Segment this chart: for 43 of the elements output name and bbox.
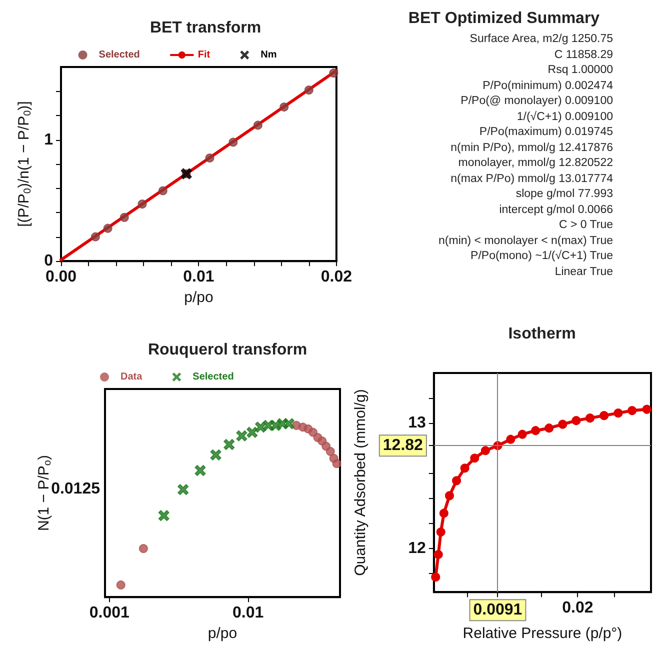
x-tick-label: 0.01 <box>232 604 264 622</box>
text: 0.0125 <box>51 480 100 498</box>
y-tick-label: 12.82 <box>382 437 424 454</box>
x-tick-label: 0.00 <box>45 268 77 286</box>
text: slope g/mol 77.993 <box>514 187 613 202</box>
text: Rsq 1.00000 <box>546 63 613 78</box>
y-tick-label: 1 <box>44 131 54 148</box>
text: Linear True <box>554 264 613 280</box>
x-tick-label: 0.02 <box>320 268 352 286</box>
text: P/Po(minimum) 0.002474 <box>482 78 613 94</box>
text: Surface Area, m2/g 1250.75 <box>468 32 613 47</box>
text: P/Po(mono) ~1/(√C+1) True <box>470 249 613 264</box>
text: intercept g/mol 0.0066 <box>498 202 613 218</box>
y-tick-label: 13 <box>408 414 426 432</box>
x-axis-title: Relative Pressure (p/p°) <box>462 625 622 642</box>
legend-label: Fit <box>198 50 211 60</box>
legend-label: Selected <box>192 372 234 382</box>
legend-label: Nm <box>260 50 277 60</box>
y-tick-label: 0 <box>44 252 54 270</box>
chart-title: Rouquerol transform <box>148 342 308 358</box>
text: P/Po(maximum) 0.019745 <box>478 125 613 140</box>
x-tick-label: 0.02 <box>562 600 594 617</box>
y-tick-label: 12 <box>408 540 426 557</box>
chart-title: BET transform <box>150 20 262 36</box>
chart-title: Isotherm <box>508 326 576 342</box>
text: BET Optimized Summary <box>407 10 601 28</box>
text: C 11858.29 <box>553 48 613 62</box>
y-axis-title: [(P/P0)/n(1 − P/P0)] <box>16 101 34 227</box>
text: C > 0 True <box>558 218 613 233</box>
legend-label: Data <box>120 372 143 382</box>
legend-label: Selected <box>98 50 140 60</box>
x-axis-title: p/po <box>184 289 214 306</box>
text: P/Po(@ monolayer) 0.009100 <box>460 94 613 109</box>
text: n(min P/Po), mmol/g 12.417876 <box>450 140 613 156</box>
text: n(min) < monolayer < n(max) True <box>438 234 613 248</box>
x-axis-title: p/po <box>208 625 238 642</box>
x-tick-label: 0.0091 <box>473 602 522 619</box>
x-tick-label: 0.001 <box>89 604 130 622</box>
text: monolayer, mmol/g 12.820522 <box>457 156 613 171</box>
text: 1/(√C+1) 0.009100 <box>516 110 613 124</box>
x-tick-label: 0.01 <box>183 268 214 286</box>
text: n(max P/Po) mmol/g 13.017774 <box>450 172 613 186</box>
y-axis-title: Quantity Adsorbed (mmol/g) <box>352 389 369 576</box>
